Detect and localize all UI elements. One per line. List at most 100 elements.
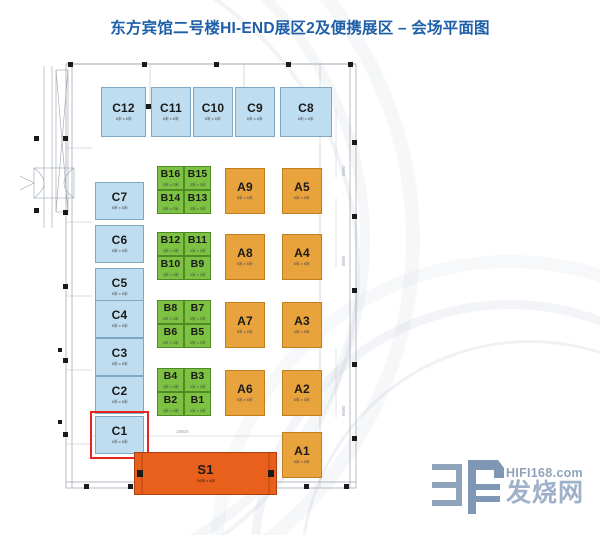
booth-size: 3米 x 3米 [162,315,179,321]
booth-label: A6 [237,382,253,397]
booth-label: C12 [112,101,135,116]
booth-label: C5 [111,276,128,291]
plan-canvas: 18800 6000 6000 6000 C12 6米 x 6米 C11 6米 … [0,48,600,535]
booth-label: B1 [190,394,205,407]
booth-b13[interactable]: B13 3米 x 3米 [184,190,211,214]
booth-b4[interactable]: B4 3米 x 3米 [157,368,184,392]
booth-size: 6米 x 6米 [111,399,128,405]
booth-size: 3米 x 3米 [162,407,179,413]
booth-size: 6米 x 6米 [293,329,311,335]
architectural-linework [19,62,357,489]
booth-size: 6米 x 6米 [297,116,315,122]
booth-c2[interactable]: C2 6米 x 6米 [95,376,144,414]
booth-size: 3米 x 3米 [162,181,179,187]
booth-a3[interactable]: A3 6米 x 6米 [282,302,322,348]
booth-c10[interactable]: C10 6米 x 6米 [193,87,233,137]
booth-b15[interactable]: B15 3米 x 3米 [184,166,211,190]
booth-label: B7 [190,302,205,315]
booth-a8[interactable]: A8 6米 x 6米 [225,234,265,280]
watermark-text: HIFI168.com 发烧网 [506,466,584,506]
page-title: 东方宾馆二号楼HI-END展区2及便携展区 – 会场平面图 [110,20,490,37]
booth-c9[interactable]: C9 6米 x 6米 [235,87,275,137]
booth-size: 3米 x 3米 [189,407,206,413]
hall-s1[interactable]: S1 34米 x 8米 [134,452,277,495]
booth-size: 3米 x 3米 [189,383,206,389]
booth-c3[interactable]: C3 6米 x 6米 [95,338,144,376]
booth-size: 6米 x 6米 [162,116,180,122]
watermark-domain: HIFI168.com [506,466,583,480]
booth-b12[interactable]: B12 3米 x 3米 [157,232,184,256]
booth-a2[interactable]: A2 6米 x 6米 [282,370,322,416]
watermark-name: 发烧网 [506,479,585,507]
booth-b9[interactable]: B9 3米 x 3米 [184,256,211,280]
booth-a1[interactable]: A1 6米 x 6米 [282,432,322,478]
booth-b5[interactable]: B5 3米 x 3米 [184,324,211,348]
booth-size: 3米 x 3米 [189,271,206,277]
booth-size: 6米 x 6米 [236,397,254,403]
booth-size: 3米 x 3米 [162,247,179,253]
booth-c5[interactable]: C5 6米 x 6米 [95,268,144,306]
booth-c7[interactable]: C7 6米 x 6米 [95,182,144,220]
dimension-label: 18800 [176,429,189,434]
booth-size: 3米 x 3米 [189,181,206,187]
booth-b14[interactable]: B14 3米 x 3米 [157,190,184,214]
booth-label: C10 [201,101,225,116]
booth-label: C7 [111,190,128,205]
booth-a6[interactable]: A6 6米 x 6米 [225,370,265,416]
booth-a5[interactable]: A5 6米 x 6米 [282,168,322,214]
booth-size: 6米 x 6米 [236,261,254,267]
booth-label: B16 [160,168,181,181]
booth-size: 6米 x 6米 [115,116,132,122]
booth-size: 6米 x 6米 [204,116,222,122]
booth-a9[interactable]: A9 6米 x 6米 [225,168,265,214]
booth-label: C3 [111,346,128,361]
booth-label: C4 [111,308,128,323]
booth-b3[interactable]: B3 3米 x 3米 [184,368,211,392]
booth-c12[interactable]: C12 6米 x 6米 [101,87,146,137]
booth-size: 3米 x 3米 [189,247,206,253]
booth-b10[interactable]: B10 3米 x 3米 [157,256,184,280]
booth-label: B9 [190,258,205,271]
booth-size: 3米 x 3米 [189,315,206,321]
booth-label: A5 [294,180,310,195]
hall-label: S1 [197,462,214,478]
booth-label: C2 [111,384,128,399]
booth-label: B2 [163,394,178,407]
booth-size: 6米 x 6米 [293,459,311,465]
booth-b8[interactable]: B8 3米 x 3米 [157,300,184,324]
booth-c1[interactable]: C1 6米 x 6米 [95,416,144,454]
booth-size: 6米 x 6米 [111,439,128,445]
booth-c8[interactable]: C8 6米 x 6米 [280,87,332,137]
booth-b1[interactable]: B1 3米 x 3米 [184,392,211,416]
booth-label: A8 [237,246,253,261]
booth-size: 6米 x 6米 [111,248,128,254]
dimension-label: 6000 [341,255,346,266]
booth-label: B14 [160,192,181,205]
booth-b6[interactable]: B6 3米 x 3米 [157,324,184,348]
booth-a7[interactable]: A7 6米 x 6米 [225,302,265,348]
booth-size: 3米 x 3米 [189,205,206,211]
booth-b2[interactable]: B2 3米 x 3米 [157,392,184,416]
booth-c11[interactable]: C11 6米 x 6米 [151,87,191,137]
booth-b16[interactable]: B16 3米 x 3米 [157,166,184,190]
booth-label: B15 [187,168,208,181]
booth-size: 6米 x 6米 [293,397,311,403]
booth-label: B3 [190,370,205,383]
booth-a4[interactable]: A4 6米 x 6米 [282,234,322,280]
booth-c6[interactable]: C6 6米 x 6米 [95,225,144,263]
watermark: HIFI168.com 发烧网 [428,452,600,532]
booth-size: 6米 x 6米 [111,291,128,297]
booth-size: 3米 x 3米 [162,339,179,345]
booth-size: 6米 x 6米 [111,205,128,211]
hifi168-logo-icon [432,460,504,514]
booth-c4[interactable]: C4 6米 x 6米 [95,300,144,338]
booth-label: B6 [163,326,178,339]
booth-label: A7 [237,314,253,329]
booth-b7[interactable]: B7 3米 x 3米 [184,300,211,324]
hall-size: 34米 x 8米 [196,478,215,484]
booth-size: 3米 x 3米 [162,383,179,389]
booth-label: C6 [111,233,128,248]
booth-b11[interactable]: B11 3米 x 3米 [184,232,211,256]
booth-label: B4 [163,370,178,383]
